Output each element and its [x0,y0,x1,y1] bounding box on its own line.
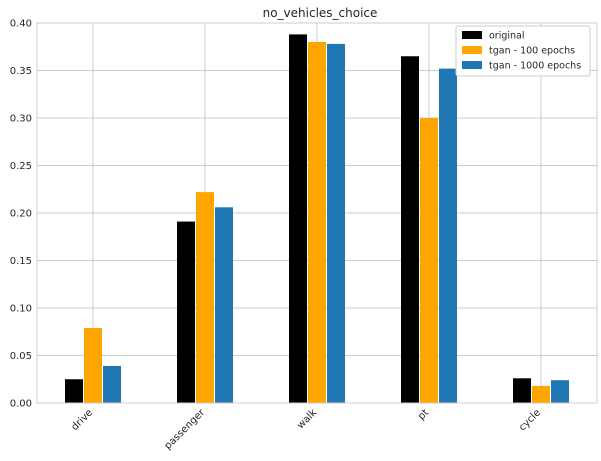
bar-pt-series-2 [420,118,438,403]
bar-drive-series-2 [84,327,102,403]
chart-title: no_vehicles_choice [263,6,378,20]
legend-label: tgan - 100 epochs [489,46,575,57]
legend-swatch [462,31,482,39]
bar-passenger-series-1 [177,221,195,403]
y-tick-label: 0.40 [10,19,32,30]
plot-frame [36,22,598,404]
legend: original tgan - 100 epochs tgan - 1000 epo… [455,25,591,77]
bar-cycle-series-2 [532,385,550,403]
x-tick-label: drive [69,407,95,433]
y-tick-label: 0.15 [10,256,32,267]
y-axis-ticks: 0.00 0.05 0.10 0.15 0.20 0.25 0.30 0.35 0.40 [10,19,32,410]
legend-label: original [489,31,525,42]
bar-pt-series-1 [401,56,419,403]
bar-cycle-series-3 [551,380,569,403]
x-tick-label: passenger [163,407,208,452]
bar-cycle-series-1 [513,378,531,403]
bars [65,34,569,404]
y-tick-label: 0.20 [10,209,32,220]
x-axis-ticks: drive passenger walk pt cycle [69,407,543,452]
bar-drive-series-1 [65,379,83,403]
bar-walk-series-3 [327,43,345,404]
bar-walk-series-1 [289,34,307,404]
y-tick-label: 0.05 [10,351,32,362]
y-tick-label: 0.35 [10,66,32,77]
x-tick-label: cycle [517,407,543,433]
legend-label: tgan - 1000 epochs [489,61,581,72]
y-tick-label: 0.10 [10,304,32,315]
bar-passenger-series-3 [215,207,233,403]
legend-box [455,25,591,77]
x-tick-label: pt [416,407,431,422]
x-tick-label: walk [295,407,319,431]
legend-swatch [462,46,482,54]
bar-passenger-series-2 [196,192,214,403]
bar-drive-series-3 [103,365,121,403]
y-tick-label: 0.25 [10,161,32,172]
bar-walk-series-2 [308,42,326,403]
y-tick-label: 0.00 [10,399,32,410]
bar-pt-series-3 [439,68,457,403]
y-tick-label: 0.30 [10,114,32,125]
legend-swatch [462,61,482,69]
